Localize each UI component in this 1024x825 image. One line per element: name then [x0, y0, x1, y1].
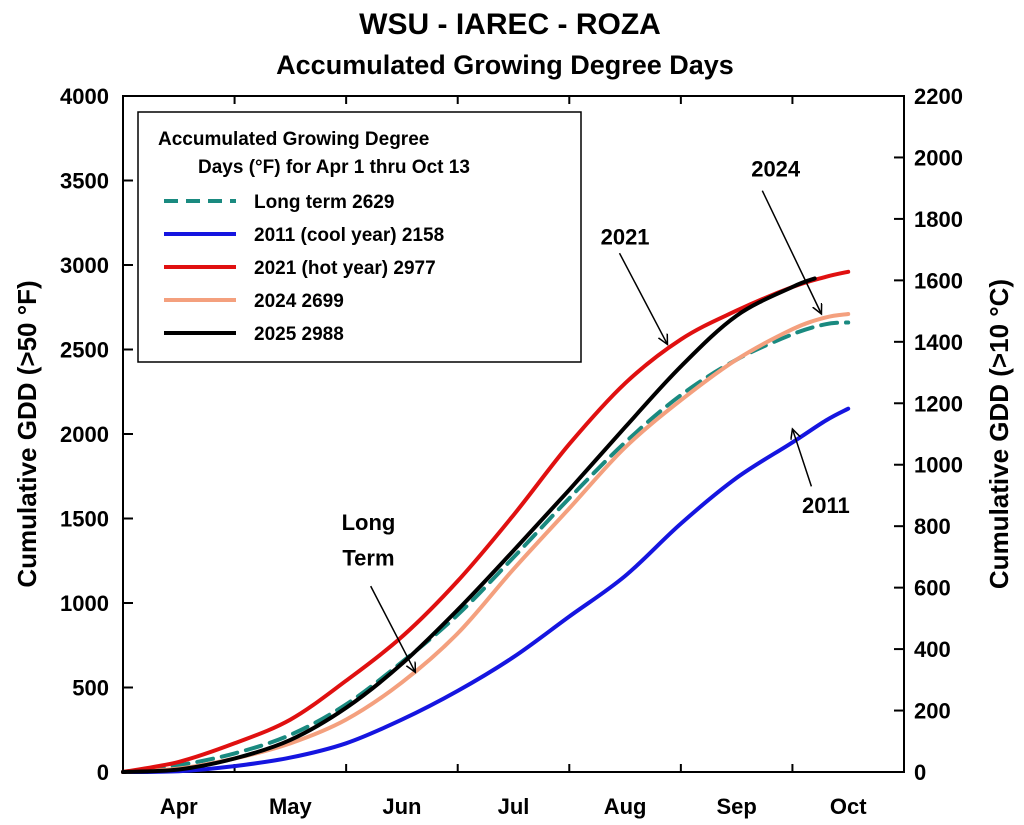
- y-axis-left-label: Cumulative GDD (>50 °F): [12, 280, 42, 587]
- annotation-label-0: 2021: [601, 224, 650, 249]
- x-tick-label-oct: Oct: [830, 794, 867, 819]
- series-line-4: [121, 276, 817, 774]
- x-tick-label-jun: Jun: [382, 794, 421, 819]
- legend-label-4: 2025 2988: [254, 324, 344, 345]
- legend-title-line1: Accumulated Growing Degree: [158, 129, 429, 150]
- y-right-tick-label-2000: 2000: [914, 145, 963, 170]
- y-left-tick-label-500: 500: [72, 676, 109, 701]
- y-left-tick-label-3500: 3500: [60, 169, 109, 194]
- annotation-label-4: 2011: [802, 493, 850, 518]
- y-left-tick-label-1000: 1000: [60, 591, 109, 616]
- y-left-tick-label-3000: 3000: [60, 253, 109, 278]
- legend-title-line2: Days (°F) for Apr 1 thru Oct 13: [198, 157, 470, 178]
- legend-box: [137, 111, 582, 363]
- y-left-tick-label-4000: 4000: [60, 84, 109, 109]
- legend-label-2: 2021 (hot year) 2977: [254, 258, 436, 279]
- y-right-tick-label-2200: 2200: [914, 84, 963, 109]
- y-right-tick-label-400: 400: [914, 637, 951, 662]
- chart-title: WSU - IAREC - ROZA: [359, 8, 661, 41]
- series-line-3: [121, 312, 851, 774]
- annotation-arrow-0: [618, 252, 667, 344]
- y-right-tick-label-800: 800: [914, 514, 951, 539]
- y-left-tick-label-2000: 2000: [60, 422, 109, 447]
- y-axis-right-label: Cumulative GDD (>10 °C): [984, 279, 1014, 589]
- y-left-tick-label-1500: 1500: [60, 507, 109, 532]
- y-axis-left: 0 500 1000 1500 2000 2500 3000 3500 4000: [60, 84, 133, 785]
- series-layer: [121, 269, 851, 774]
- annotations: 2021 2024 Long Term 2011: [342, 157, 850, 673]
- y-right-tick-label-0: 0: [914, 760, 926, 785]
- annotation-label-2: Long: [342, 510, 396, 535]
- annotation-arrow-3: [370, 585, 416, 672]
- y-left-tick-label-2500: 2500: [60, 338, 109, 363]
- annotation-label-1: 2024: [751, 157, 801, 182]
- y-right-tick-label-1400: 1400: [914, 330, 963, 355]
- legend-label-0: Long term 2629: [254, 192, 394, 213]
- x-axis: Apr May Jun Jul Aug Sep Oct: [160, 96, 867, 819]
- y-left-tick-label-0: 0: [97, 760, 109, 785]
- annotation-arrow-1: [761, 190, 821, 314]
- y-right-tick-label-200: 200: [914, 699, 951, 724]
- x-tick-label-may: May: [269, 794, 313, 819]
- y-right-tick-label-1800: 1800: [914, 207, 963, 232]
- annotation-label-3: Term: [342, 545, 394, 570]
- y-right-tick-label-1000: 1000: [914, 453, 963, 478]
- x-tick-label-aug: Aug: [604, 794, 647, 819]
- x-tick-label-apr: Apr: [160, 794, 198, 819]
- legend-label-3: 2024 2699: [254, 291, 344, 312]
- x-tick-label-jul: Jul: [498, 794, 530, 819]
- series-line-0: [121, 320, 851, 774]
- legend-label-1: 2011 (cool year) 2158: [254, 225, 444, 246]
- legend-items: Long term 2629 2011 (cool year) 2158 2021 …: [164, 192, 444, 345]
- y-right-tick-label-1600: 1600: [914, 268, 963, 293]
- series-line-1: [121, 406, 851, 774]
- chart-subtitle: Accumulated Growing Degree Days: [276, 50, 734, 80]
- legend: Accumulated Growing Degree Days (°F) for…: [137, 111, 582, 363]
- y-axis-right: 0 200 400 600 800 1000 1200 1400 1600 1800 2000 220…: [894, 84, 963, 785]
- y-right-tick-label-600: 600: [914, 576, 951, 601]
- x-tick-label-sep: Sep: [716, 794, 756, 819]
- y-right-tick-label-1200: 1200: [914, 391, 963, 416]
- annotation-arrow-4: [792, 429, 813, 487]
